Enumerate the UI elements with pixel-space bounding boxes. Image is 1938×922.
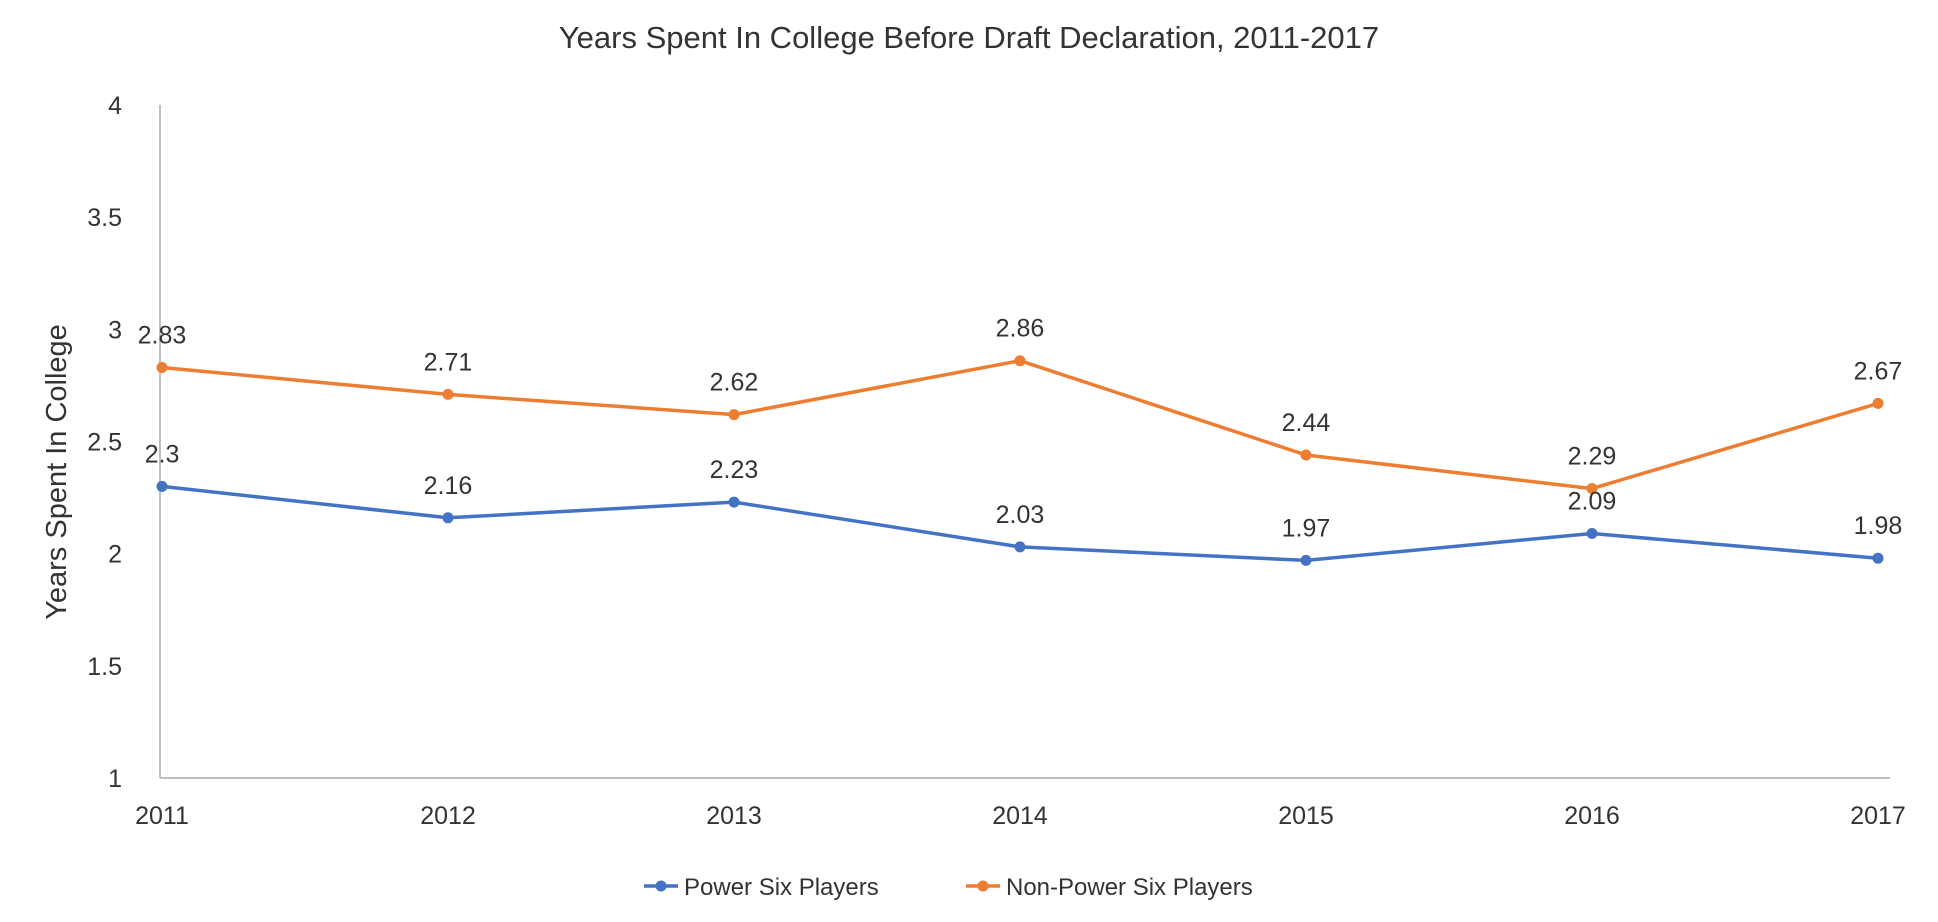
- data-label: 2.16: [424, 472, 473, 500]
- y-tick-label: 3.5: [87, 204, 122, 232]
- data-label: 2.3: [145, 440, 180, 468]
- legend: Power Six Players Non-Power Six Players: [644, 874, 1253, 901]
- data-point: [156, 480, 168, 492]
- data-point: [728, 409, 740, 421]
- data-label: 2.62: [710, 369, 759, 397]
- legend-label: Non-Power Six Players: [1006, 874, 1253, 901]
- y-tick-label: 4: [108, 92, 122, 120]
- data-label: 2.09: [1568, 488, 1617, 516]
- data-point: [1872, 552, 1884, 564]
- data-label: 2.71: [424, 348, 473, 376]
- x-tick-label: 2015: [1278, 802, 1334, 830]
- data-label: 2.44: [1282, 409, 1331, 437]
- legend-swatch-marker: [655, 880, 667, 892]
- legend-swatch-marker: [977, 880, 989, 892]
- y-axis-title: Years Spent In College: [41, 324, 73, 620]
- data-point: [442, 512, 454, 524]
- legend-label: Power Six Players: [684, 874, 879, 901]
- x-tick-label: 2016: [1564, 802, 1620, 830]
- y-tick-label: 2: [108, 541, 122, 569]
- x-tick-label: 2011: [135, 802, 189, 830]
- data-label: 2.29: [1568, 443, 1617, 471]
- data-point: [1586, 483, 1598, 495]
- x-tick-label: 2017: [1850, 802, 1906, 830]
- y-tick-label: 1.5: [87, 653, 122, 681]
- data-label: 2.86: [996, 315, 1045, 343]
- data-point: [1872, 397, 1884, 409]
- data-label: 1.97: [1282, 514, 1331, 542]
- data-point: [1586, 528, 1598, 539]
- x-tick-label: 2014: [992, 802, 1048, 830]
- data-label: 2.67: [1854, 357, 1903, 385]
- data-point: [442, 388, 454, 400]
- data-label: 1.98: [1854, 512, 1903, 540]
- y-axis-ticks: 1 1.5 2 2.5 3 3.5 4: [87, 92, 122, 793]
- x-tick-label: 2012: [420, 802, 476, 830]
- x-tick-label: 2013: [706, 802, 762, 830]
- data-label: 2.83: [138, 322, 187, 350]
- data-point: [728, 496, 740, 508]
- y-tick-label: 2.5: [87, 429, 122, 457]
- series-layer: [156, 355, 1884, 566]
- data-label: 2.03: [996, 501, 1045, 529]
- data-point: [1014, 355, 1026, 367]
- data-label: 2.23: [710, 456, 759, 484]
- y-tick-label: 3: [108, 316, 122, 344]
- data-point: [1300, 554, 1312, 566]
- y-tick-label: 1: [108, 765, 122, 793]
- chart-title: Years Spent In College Before Draft Decl…: [559, 20, 1379, 55]
- data-point: [1300, 449, 1312, 461]
- data-point: [156, 362, 168, 373]
- data-point: [1014, 541, 1026, 553]
- data-labels: 2.3 2.16 2.23 2.03 1.97 2.09 1.98 2.83 2.71 2.62 2…: [138, 315, 1903, 543]
- x-axis-ticks: 2011 2012 2013 2014 2015 2016 2017: [135, 802, 1906, 830]
- series-line-2: [160, 358, 1880, 491]
